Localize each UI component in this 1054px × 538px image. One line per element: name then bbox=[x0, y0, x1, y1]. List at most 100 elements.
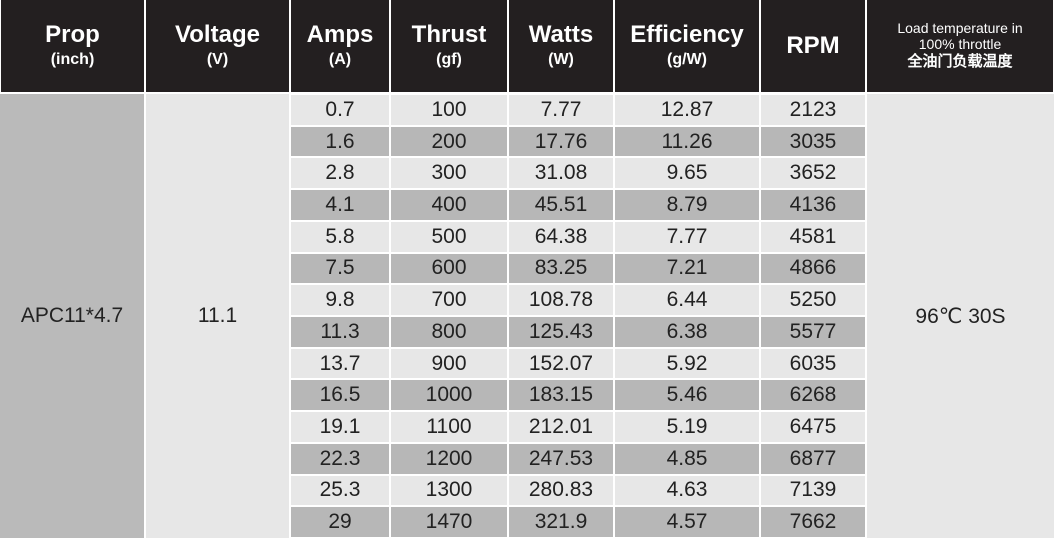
data-cell: 600 bbox=[391, 253, 507, 284]
cell-value: 300 bbox=[431, 161, 467, 185]
data-cell: 183.15 bbox=[509, 380, 613, 411]
data-cell: 12.87 bbox=[615, 95, 759, 125]
data-cell: 11.3 bbox=[291, 317, 389, 347]
header-title: Thrust bbox=[411, 21, 487, 48]
data-cell: 7662 bbox=[761, 507, 865, 537]
data-cell: 6877 bbox=[761, 443, 865, 474]
data-cell: 1100 bbox=[391, 412, 507, 442]
header-unit: (A) bbox=[328, 51, 352, 68]
prop-cell: APC11*4.7 bbox=[0, 94, 144, 538]
data-cell: 125.43 bbox=[509, 317, 613, 347]
load-cell: 96℃ 30S bbox=[867, 94, 1054, 538]
header-cn: 全油门负载温度 bbox=[907, 53, 1013, 70]
cell-value: 3035 bbox=[789, 129, 837, 153]
cell-value: 1470 bbox=[425, 510, 473, 534]
data-cell: 4.63 bbox=[615, 475, 759, 506]
data-cell: 1.6 bbox=[291, 126, 389, 157]
header-cell: Amps (A) bbox=[291, 0, 389, 92]
data-cell: 6.44 bbox=[615, 285, 759, 315]
data-cell: 4866 bbox=[761, 253, 865, 284]
cell-value: 83.25 bbox=[534, 256, 588, 280]
data-cell: 152.07 bbox=[509, 348, 613, 379]
data-cell: 7.21 bbox=[615, 253, 759, 284]
data-cell: 13.7 bbox=[291, 348, 389, 379]
data-cell: 7.5 bbox=[291, 253, 389, 284]
header-line: Load temperature in bbox=[897, 20, 1023, 36]
cell-value: 7.77 bbox=[666, 224, 708, 248]
data-cell: 17.76 bbox=[509, 126, 613, 157]
header-unit: (gf) bbox=[436, 51, 462, 68]
data-cell: 2.8 bbox=[291, 158, 389, 189]
cell-value: 4866 bbox=[789, 256, 837, 280]
data-cell: 7.77 bbox=[615, 221, 759, 252]
data-cell: 19.1 bbox=[291, 412, 389, 442]
cell-value: 1.6 bbox=[325, 129, 355, 153]
data-cell: 1000 bbox=[391, 380, 507, 411]
data-cell: 1200 bbox=[391, 443, 507, 474]
cell-value: 183.15 bbox=[528, 383, 594, 407]
data-cell: 5577 bbox=[761, 317, 865, 347]
cell-value: 280.83 bbox=[528, 478, 594, 502]
cell-value: 29 bbox=[328, 510, 352, 534]
cell-value: 321.9 bbox=[534, 510, 588, 534]
cell-value: 7139 bbox=[789, 478, 837, 502]
cell-value: 12.87 bbox=[660, 97, 714, 121]
data-cell: 6475 bbox=[761, 412, 865, 442]
cell-value: 400 bbox=[431, 192, 467, 216]
data-cell: 3035 bbox=[761, 126, 865, 157]
data-cell: 700 bbox=[391, 285, 507, 315]
cell-value: 5.8 bbox=[325, 224, 355, 248]
cell-value: 5.19 bbox=[666, 414, 708, 438]
cell-value: 5577 bbox=[789, 319, 837, 343]
voltage: 11.1 bbox=[197, 304, 238, 327]
header-line: 100% throttle bbox=[918, 36, 1002, 52]
cell-value: 7.5 bbox=[325, 256, 355, 280]
data-cell: 500 bbox=[391, 221, 507, 252]
header-title: Prop bbox=[45, 21, 100, 48]
load: 96℃ 30S bbox=[915, 304, 1006, 328]
cell-value: 800 bbox=[431, 319, 467, 343]
cell-value: 1300 bbox=[425, 478, 473, 502]
cell-value: 31.08 bbox=[534, 161, 588, 185]
cell-value: 1000 bbox=[425, 383, 473, 407]
cell-value: 6877 bbox=[789, 446, 837, 470]
cell-value: 600 bbox=[431, 256, 467, 280]
cell-value: 2123 bbox=[789, 97, 837, 121]
data-cell: 3652 bbox=[761, 158, 865, 189]
cell-value: 19.1 bbox=[319, 414, 361, 438]
cell-value: 200 bbox=[431, 129, 467, 153]
data-cell: 247.53 bbox=[509, 443, 613, 474]
data-cell: 4.57 bbox=[615, 507, 759, 537]
cell-value: 11.26 bbox=[661, 129, 713, 153]
cell-value: 8.79 bbox=[666, 192, 708, 216]
data-cell: 31.08 bbox=[509, 158, 613, 189]
data-cell: 64.38 bbox=[509, 221, 613, 252]
data-cell: 280.83 bbox=[509, 475, 613, 506]
cell-value: 17.76 bbox=[534, 129, 588, 153]
header-title: Watts bbox=[528, 21, 594, 48]
cell-value: 13.7 bbox=[319, 351, 361, 375]
data-cell: 4581 bbox=[761, 221, 865, 252]
cell-value: 22.3 bbox=[319, 446, 361, 470]
data-cell: 900 bbox=[391, 348, 507, 379]
header-title: Voltage bbox=[175, 21, 260, 48]
cell-value: 6.44 bbox=[666, 288, 708, 312]
data-cell: 16.5 bbox=[291, 380, 389, 411]
data-cell: 212.01 bbox=[509, 412, 613, 442]
cell-value: 4.63 bbox=[666, 478, 708, 502]
cell-value: 4.85 bbox=[666, 446, 708, 470]
cell-value: 9.8 bbox=[325, 288, 355, 312]
header-cell: Prop (inch) bbox=[1, 0, 144, 92]
data-cell: 200 bbox=[391, 126, 507, 157]
data-cell: 4136 bbox=[761, 190, 865, 220]
data-cell: 4.1 bbox=[291, 190, 389, 220]
data-cell: 7139 bbox=[761, 475, 865, 506]
voltage-cell: 11.1 bbox=[146, 94, 289, 538]
header-title: RPM bbox=[786, 32, 840, 59]
data-cell: 5250 bbox=[761, 285, 865, 315]
cell-value: 4136 bbox=[789, 192, 837, 216]
cell-value: 212.01 bbox=[528, 414, 594, 438]
cell-value: 11.3 bbox=[320, 319, 360, 343]
data-cell: 45.51 bbox=[509, 190, 613, 220]
